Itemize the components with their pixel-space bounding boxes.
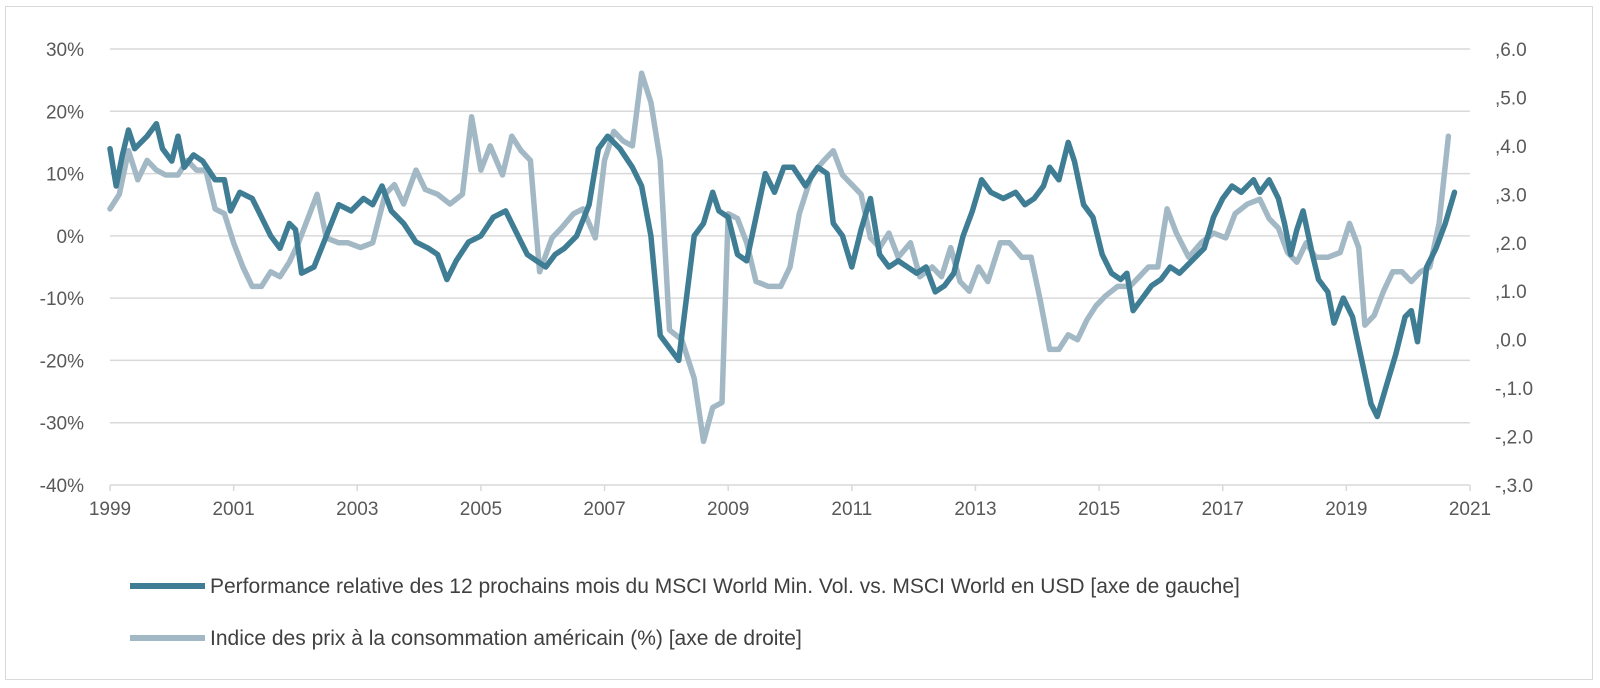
x-tick-label: 2007 [583,499,625,520]
legend-label-performance: Performance relative des 12 prochains mo… [210,575,1240,598]
x-axis: 1999 2001 2003 2005 2007 2009 2011 2013 2015 2017… [89,485,1491,520]
legend-item-cpi: Indice des prix à la consommation améric… [130,627,802,650]
chart-frame [5,6,1593,680]
x-tick-label: 2017 [1202,499,1244,520]
right-tick-label: -,2.0 [1495,428,1533,449]
left-tick-label: -10% [40,289,84,310]
left-tick-label: 30% [46,40,84,61]
left-tick-label: -20% [40,351,84,372]
x-tick-label: 1999 [89,499,131,520]
right-tick-label: ,1.0 [1495,282,1527,303]
right-tick-label: ,2.0 [1495,234,1527,255]
left-y-axis: 30% 20% 10% 0% -10% -20% -30% -40% [40,40,84,497]
right-y-axis: ,6.0 ,5.0 ,4.0 ,3.0 ,2.0 ,1.0 ,0.0 -,1.0 -,2.0 -,… [1495,40,1533,497]
left-tick-label: -30% [40,414,84,435]
right-tick-label: -,3.0 [1495,476,1533,497]
left-tick-label: 0% [57,227,85,248]
x-tick-label: 2019 [1325,499,1367,520]
grid-lines [110,48,1470,486]
series-lines [107,70,1458,445]
right-tick-label: ,5.0 [1495,88,1527,109]
right-tick-label: ,3.0 [1495,185,1527,206]
x-tick-label: 2013 [954,499,996,520]
left-tick-label: -40% [40,476,84,497]
right-tick-label: ,6.0 [1495,40,1527,61]
left-tick-label: 10% [46,165,84,186]
right-tick-label: ,4.0 [1495,137,1527,158]
x-tick-label: 2021 [1449,499,1491,520]
left-tick-label: 20% [46,102,84,123]
x-tick-label: 2009 [707,499,749,520]
series-line-performance [107,120,1458,420]
x-tick-label: 2003 [336,499,378,520]
legend-item-performance: Performance relative des 12 prochains mo… [130,575,1240,598]
legend: Performance relative des 12 prochains mo… [130,575,1240,650]
right-tick-label: ,0.0 [1495,331,1527,352]
x-tick-label: 2005 [460,499,502,520]
legend-label-cpi: Indice des prix à la consommation améric… [210,627,802,650]
series-line-cpi [107,70,1452,445]
right-tick-label: -,1.0 [1495,379,1533,400]
x-tick-label: 2011 [831,499,872,520]
x-tick-label: 2015 [1078,499,1120,520]
x-tick-label: 2001 [212,499,254,520]
